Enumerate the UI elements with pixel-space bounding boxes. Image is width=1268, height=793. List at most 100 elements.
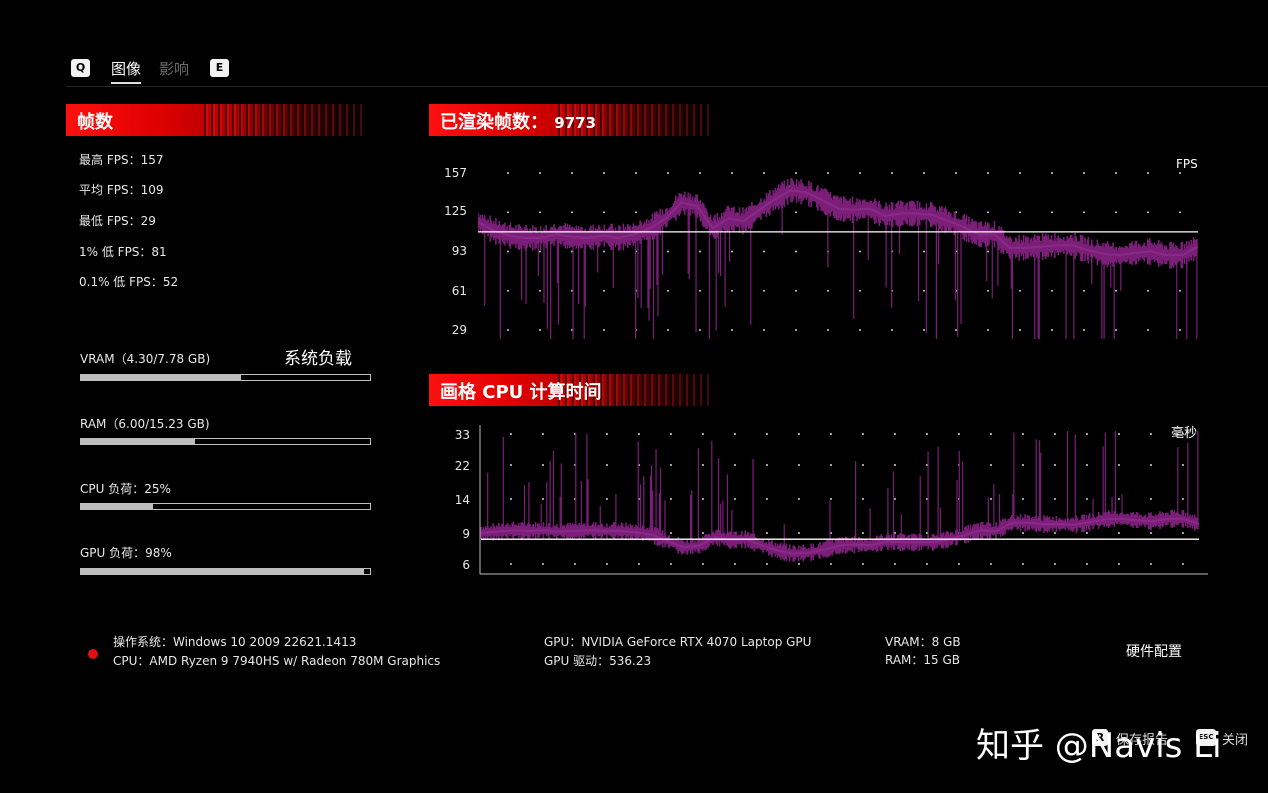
grid-dot <box>798 464 800 466</box>
grid-dot <box>1054 563 1056 565</box>
grid-dot <box>763 329 765 331</box>
grid-dot <box>1086 464 1088 466</box>
fps-y-tick: 61 <box>451 284 467 298</box>
grid-dot <box>894 464 896 466</box>
grid-dot <box>510 464 512 466</box>
grid-dot <box>987 211 989 214</box>
grid-dot <box>1147 211 1149 214</box>
grid-dot <box>734 464 736 466</box>
grid-dot <box>667 250 669 253</box>
grid-dot <box>1083 329 1085 331</box>
grid-dot <box>1019 172 1021 174</box>
q-key-icon[interactable]: Q <box>71 59 90 77</box>
grid-dot <box>702 563 704 565</box>
grid-dot <box>1086 498 1088 500</box>
grid-dot <box>542 433 544 435</box>
grid-dot <box>1179 289 1181 292</box>
grid-dot <box>859 250 861 253</box>
grid-dot <box>1182 498 1184 500</box>
e-key-icon[interactable]: E <box>210 59 229 77</box>
min-fps: 最低 FPS：29 <box>79 214 156 228</box>
grid-dot <box>571 172 573 174</box>
grid-dot <box>1086 563 1088 565</box>
cpu-info: CPU：AMD Ryzen 9 7940HS w/ Radeon 780M Gr… <box>113 654 441 668</box>
grid-dot <box>603 289 605 292</box>
gpu-driver-info: GPU 驱动：536.23 <box>544 654 652 668</box>
grid-dot <box>1019 289 1021 292</box>
r-key-icon[interactable]: R <box>1092 729 1108 746</box>
grid-dot <box>734 563 736 565</box>
grid-dot <box>539 329 541 331</box>
save-report-button[interactable]: 保存报告 <box>1116 733 1169 748</box>
tab-impact[interactable]: 影响 <box>159 60 190 78</box>
grid-dot <box>667 172 669 174</box>
grid-dot <box>1182 563 1184 565</box>
grid-dot <box>1022 433 1024 435</box>
grid-dot <box>539 211 541 214</box>
max-fps: 最高 FPS：157 <box>79 153 164 167</box>
grid-dot <box>1182 532 1184 534</box>
fps-chart-header: 已渲染帧数： 9773 <box>429 104 709 136</box>
grid-dot <box>827 172 829 174</box>
grid-dot <box>923 329 925 331</box>
grid-dot <box>670 532 672 534</box>
grid-dot <box>1118 464 1120 466</box>
grid-dot <box>603 211 605 214</box>
grid-dot <box>894 532 896 534</box>
grid-dot <box>1150 532 1152 534</box>
grid-dot <box>1150 433 1152 435</box>
grid-dot <box>923 172 925 174</box>
grid-dot <box>830 464 832 466</box>
grid-dot <box>766 433 768 435</box>
grid-dot <box>891 329 893 331</box>
frametime-plot <box>479 425 1208 575</box>
esc-key-icon[interactable]: ESC <box>1196 729 1216 746</box>
grid-dot <box>990 563 992 565</box>
close-button[interactable]: 关闭 <box>1222 733 1249 748</box>
grid-dot <box>606 433 608 435</box>
grid-dot <box>1054 433 1056 435</box>
vram-bar <box>80 374 371 381</box>
grid-dot <box>734 498 736 500</box>
grid-dot <box>1182 464 1184 466</box>
grid-dot <box>894 498 896 500</box>
grid-dot <box>1150 563 1152 565</box>
grid-dot <box>731 329 733 331</box>
grid-dot <box>795 250 797 253</box>
hardware-config-button[interactable]: 硬件配置 <box>1126 644 1182 660</box>
grid-dot <box>891 172 893 174</box>
fps-y-tick: 93 <box>451 244 467 258</box>
fps-y-tick: 29 <box>451 323 467 337</box>
grid-dot <box>1019 329 1021 331</box>
grid-dot <box>1118 563 1120 565</box>
grid-dot <box>670 498 672 500</box>
gpu-load-bar <box>80 568 371 575</box>
grid-dot <box>827 289 829 292</box>
grid-dot <box>539 289 541 292</box>
grid-dot <box>507 172 509 174</box>
watermark: 知乎 @Navis Li <box>976 726 1222 766</box>
grid-dot <box>766 498 768 500</box>
grid-dot <box>542 464 544 466</box>
grid-dot <box>606 464 608 466</box>
grid-dot <box>638 563 640 565</box>
grid-dot <box>830 433 832 435</box>
grid-dot <box>763 289 765 292</box>
grid-dot <box>862 563 864 565</box>
ram-info: RAM：15 GB <box>885 653 961 667</box>
rendered-frames-count: 9773 <box>554 114 597 132</box>
grid-dot <box>798 532 800 534</box>
grid-dot <box>795 329 797 331</box>
grid-dot <box>1118 433 1120 435</box>
grid-dot <box>699 172 701 174</box>
grid-dot <box>542 563 544 565</box>
grid-dot <box>1022 563 1024 565</box>
grid-dot <box>1179 329 1181 331</box>
frametime-chart-title: 画格 CPU 计算时间 <box>440 382 602 403</box>
grid-dot <box>766 532 768 534</box>
grid-dot <box>763 250 765 253</box>
grid-dot <box>699 250 701 253</box>
grid-dot <box>798 498 800 500</box>
tab-image[interactable]: 图像 <box>111 60 142 84</box>
grid-dot <box>667 329 669 331</box>
